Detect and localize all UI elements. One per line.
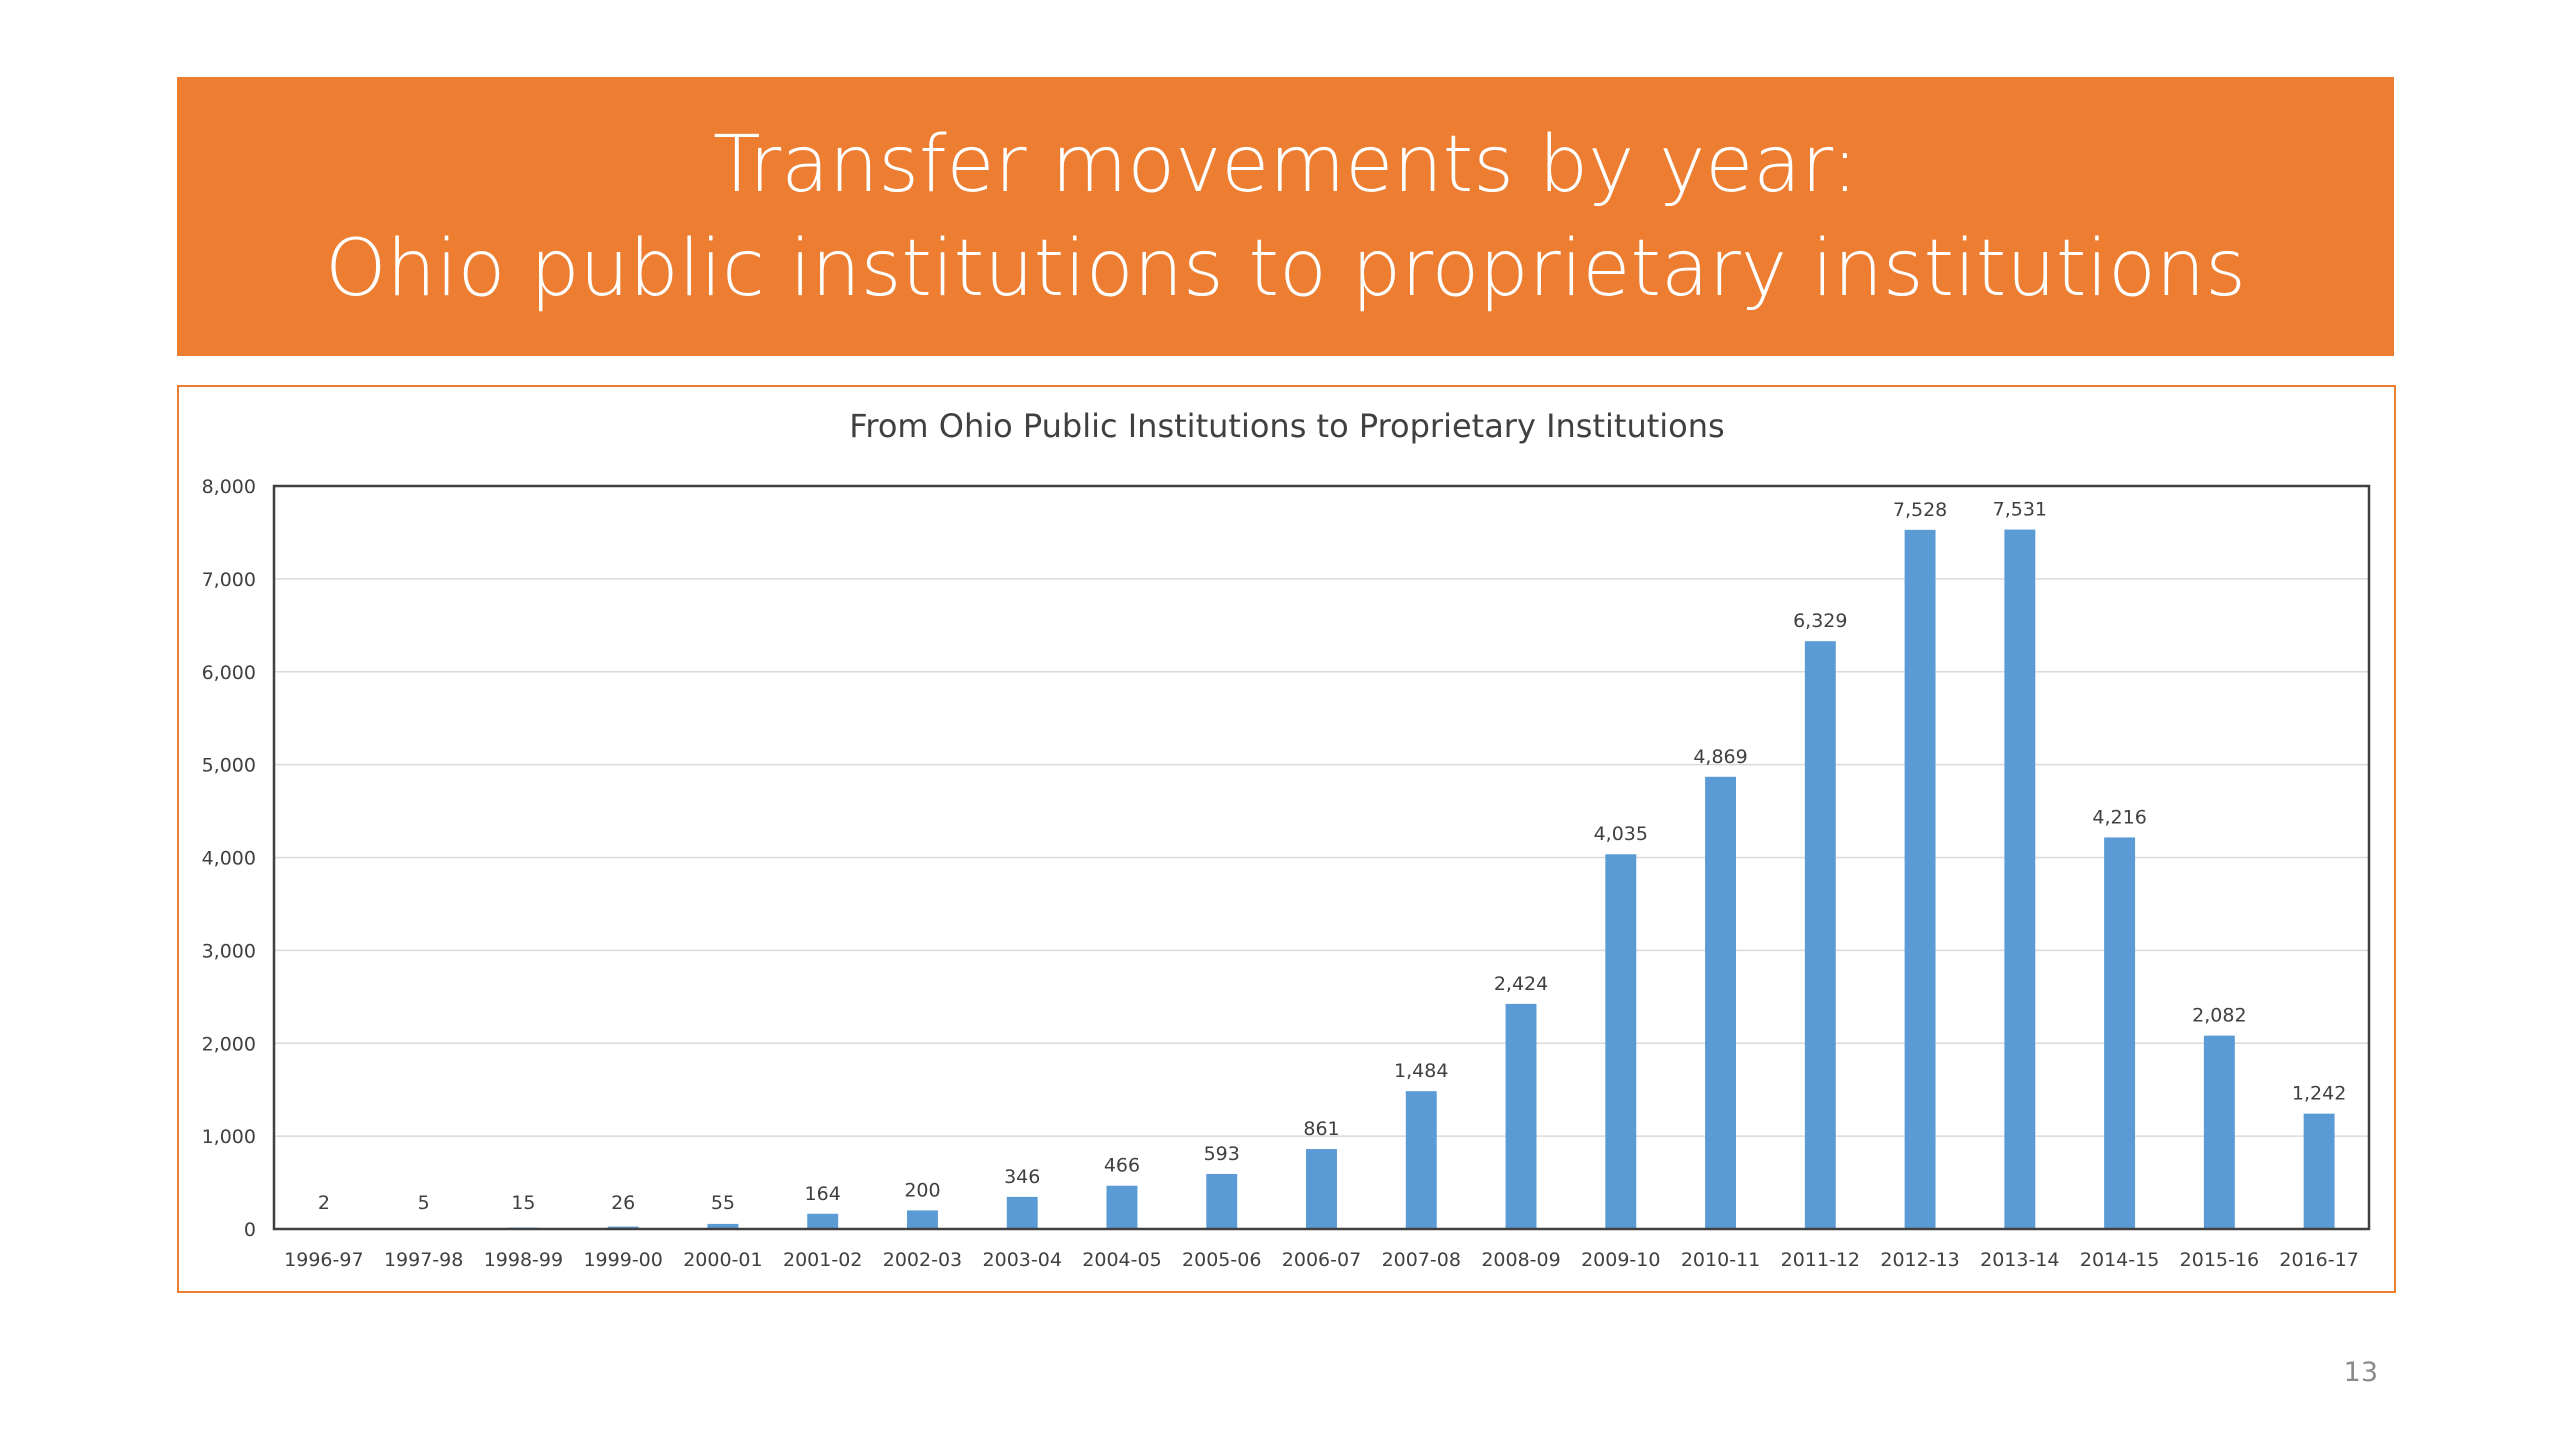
x-tick-label: 2001-02 xyxy=(783,1249,862,1271)
bar-value-label: 6,329 xyxy=(1793,610,1847,632)
bar-value-label: 466 xyxy=(1104,1155,1140,1177)
x-tick-label: 2010-11 xyxy=(1681,1249,1760,1271)
x-tick-label: 2008-09 xyxy=(1481,1249,1560,1271)
y-tick-label: 8,000 xyxy=(202,476,256,498)
x-tick-label: 2004-05 xyxy=(1082,1249,1161,1271)
x-tick-label: 2016-17 xyxy=(2279,1249,2358,1271)
bar xyxy=(2203,1035,2235,1229)
y-tick-label: 7,000 xyxy=(202,569,256,591)
bar xyxy=(2303,1113,2335,1229)
bar xyxy=(2104,837,2136,1229)
bar xyxy=(1106,1185,1138,1229)
x-tick-label: 1996-97 xyxy=(284,1249,363,1271)
bar xyxy=(906,1210,938,1229)
y-tick-label: 5,000 xyxy=(202,755,256,777)
bar xyxy=(1804,641,1836,1229)
bar-value-label: 4,035 xyxy=(1594,823,1648,845)
bar xyxy=(1605,854,1637,1229)
x-tick-label: 2012-13 xyxy=(1880,1249,1959,1271)
bar-value-label: 346 xyxy=(1004,1166,1040,1188)
bar-value-label: 1,484 xyxy=(1394,1060,1448,1082)
y-tick-label: 1,000 xyxy=(202,1126,256,1148)
bar-value-label: 2,082 xyxy=(2192,1005,2246,1027)
chart-title: From Ohio Public Institutions to Proprie… xyxy=(849,407,1724,445)
slide-title-line-2: Ohio public institutions to proprietary … xyxy=(325,223,2246,314)
y-axis-labels: 0 1,000 2,000 3,000 4,000 5,000 6,000 7,000 8,00… xyxy=(202,476,256,1241)
x-tick-label: 2007-08 xyxy=(1382,1249,1461,1271)
bars xyxy=(308,529,2335,1229)
bar-value-label: 26 xyxy=(611,1192,635,1214)
bar-value-label: 5 xyxy=(418,1192,430,1214)
bar-value-label: 2,424 xyxy=(1494,973,1548,995)
bar-value-label: 15 xyxy=(511,1192,535,1214)
bar-value-label: 7,528 xyxy=(1893,499,1947,521)
x-tick-label: 1997-98 xyxy=(384,1249,463,1271)
bar xyxy=(1705,776,1737,1229)
bar-value-label: 593 xyxy=(1204,1143,1240,1165)
x-tick-label: 2006-07 xyxy=(1282,1249,1361,1271)
x-tick-label: 1998-99 xyxy=(484,1249,563,1271)
bar xyxy=(807,1213,839,1229)
y-tick-label: 0 xyxy=(244,1219,256,1241)
x-axis-labels: 1996-97 1997-98 1998-99 1999-00 2000-01 2001-… xyxy=(284,1249,2359,1271)
x-tick-label: 2003-04 xyxy=(983,1249,1062,1271)
bar-value-label: 861 xyxy=(1303,1118,1339,1140)
gridlines xyxy=(274,578,2369,1137)
x-tick-label: 2011-12 xyxy=(1781,1249,1860,1271)
y-tick-label: 4,000 xyxy=(202,848,256,870)
x-tick-label: 1999-00 xyxy=(583,1249,662,1271)
bar-value-label: 4,216 xyxy=(2092,806,2146,828)
bar-value-label: 7,531 xyxy=(1993,499,2047,521)
bar-chart: From Ohio Public Institutions to Proprie… xyxy=(202,407,2371,1271)
bar-value-label: 55 xyxy=(711,1192,735,1214)
bar xyxy=(1904,529,1936,1229)
bar-value-label: 164 xyxy=(805,1183,841,1205)
plot-area-border xyxy=(272,484,2371,1231)
bar xyxy=(1505,1003,1537,1229)
bar-value-label: 4,869 xyxy=(1693,746,1747,768)
bar xyxy=(1206,1173,1238,1229)
x-tick-label: 2014-15 xyxy=(2080,1249,2159,1271)
y-tick-label: 2,000 xyxy=(202,1033,256,1055)
bar xyxy=(1405,1091,1437,1229)
chart-frame: From Ohio Public Institutions to Proprie… xyxy=(177,385,2396,1293)
title-banner: Transfer movements by year: Ohio public … xyxy=(177,77,2394,356)
bar-value-label: 200 xyxy=(904,1179,940,1201)
y-tick-label: 3,000 xyxy=(202,940,256,962)
x-tick-label: 2005-06 xyxy=(1182,1249,1261,1271)
x-tick-label: 2015-16 xyxy=(2180,1249,2259,1271)
page-number: 13 xyxy=(2343,1357,2378,1388)
bar xyxy=(707,1223,739,1229)
x-tick-label: 2009-10 xyxy=(1581,1249,1660,1271)
bar-value-label: 1,242 xyxy=(2292,1083,2346,1105)
x-tick-label: 2013-14 xyxy=(1980,1249,2059,1271)
bar xyxy=(1006,1196,1038,1229)
x-tick-label: 2000-01 xyxy=(683,1249,762,1271)
y-tick-label: 6,000 xyxy=(202,662,256,684)
bar xyxy=(2004,529,2036,1229)
slide-title-line-1: Transfer movements by year: xyxy=(712,119,1859,210)
value-labels: 2 5 15 26 55 164 200 346 466 593 861 1,484 2,424 4,03… xyxy=(318,499,2346,1214)
x-tick-label: 2002-03 xyxy=(883,1249,962,1271)
bar-value-label: 2 xyxy=(318,1192,330,1214)
bar xyxy=(1306,1149,1337,1229)
